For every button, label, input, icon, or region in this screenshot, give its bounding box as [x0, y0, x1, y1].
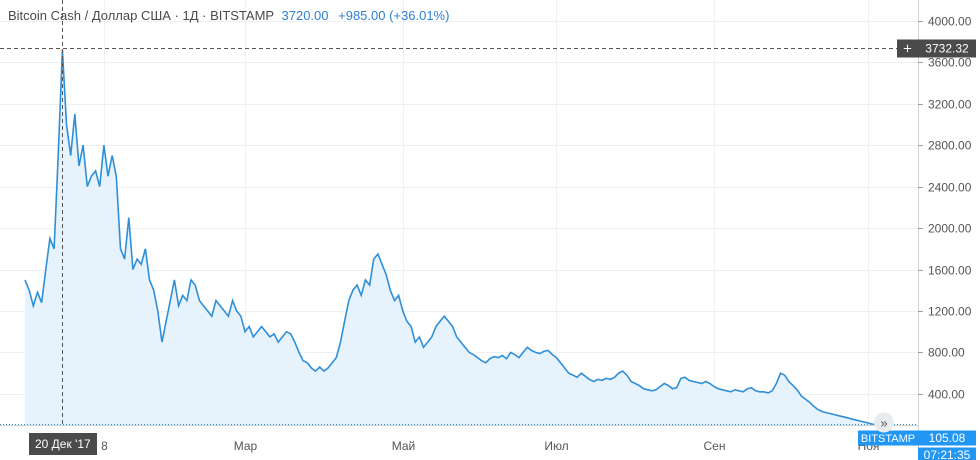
crosshair-price-tag: [918, 39, 976, 58]
double-chevron-right-icon: »: [880, 416, 887, 431]
time-tick-label: 8: [101, 439, 108, 453]
time-tick-label: Сен: [704, 439, 726, 453]
price-scale[interactable]: 4000.00 3600.00 3200.00 2800.00 2400.00 2000.…: [918, 15, 972, 402]
price-tick-label: 800.00: [928, 346, 965, 360]
price-tick-label: 3600.00: [928, 56, 972, 70]
last-price-label: 105.08: [929, 431, 966, 445]
price-tick-label: 1600.00: [928, 264, 972, 278]
price-tick-label: 2000.00: [928, 222, 972, 236]
price-tick-label: 2400.00: [928, 181, 972, 195]
plus-icon: +: [903, 41, 912, 58]
time-tick-label: Май: [392, 439, 416, 453]
crosshair-date-label: 20 Дек '17: [29, 433, 97, 455]
price-change: +985.00 (+36.01%): [338, 8, 450, 23]
countdown-tag: [918, 447, 976, 460]
price-tick-label: 400.00: [928, 388, 965, 402]
crosshair-price-label: 3732.32: [925, 42, 969, 56]
crosshair-plus-button[interactable]: [897, 39, 918, 58]
scroll-to-realtime-button[interactable]: [874, 412, 894, 433]
last-value: 3720.00: [281, 8, 329, 23]
last-price-tag: [918, 430, 976, 446]
price-tick-label: 4000.00: [928, 15, 972, 29]
time-scale[interactable]: 8 Мар Май Июл Сен Ноя: [101, 439, 879, 453]
exchange-tag-label: BITSTAMP: [861, 433, 915, 445]
price-tick-label: 1200.00: [928, 305, 972, 319]
price-area-fill: [25, 49, 876, 426]
exchange-tag: [858, 430, 918, 446]
chart-legend: Bitcoin Cash / Доллар США · 1Д · BITSTAM…: [8, 8, 449, 23]
symbol-title: Bitcoin Cash / Доллар США · 1Д · BITSTAM…: [8, 8, 274, 23]
countdown-label: 07:21:35: [924, 448, 971, 460]
price-tick-label: 2800.00: [928, 139, 972, 153]
price-tick-label: 3200.00: [928, 98, 972, 112]
price-line: [24, 49, 877, 426]
time-tick-label: Мар: [234, 439, 258, 453]
time-tick-label: Июл: [544, 439, 568, 453]
